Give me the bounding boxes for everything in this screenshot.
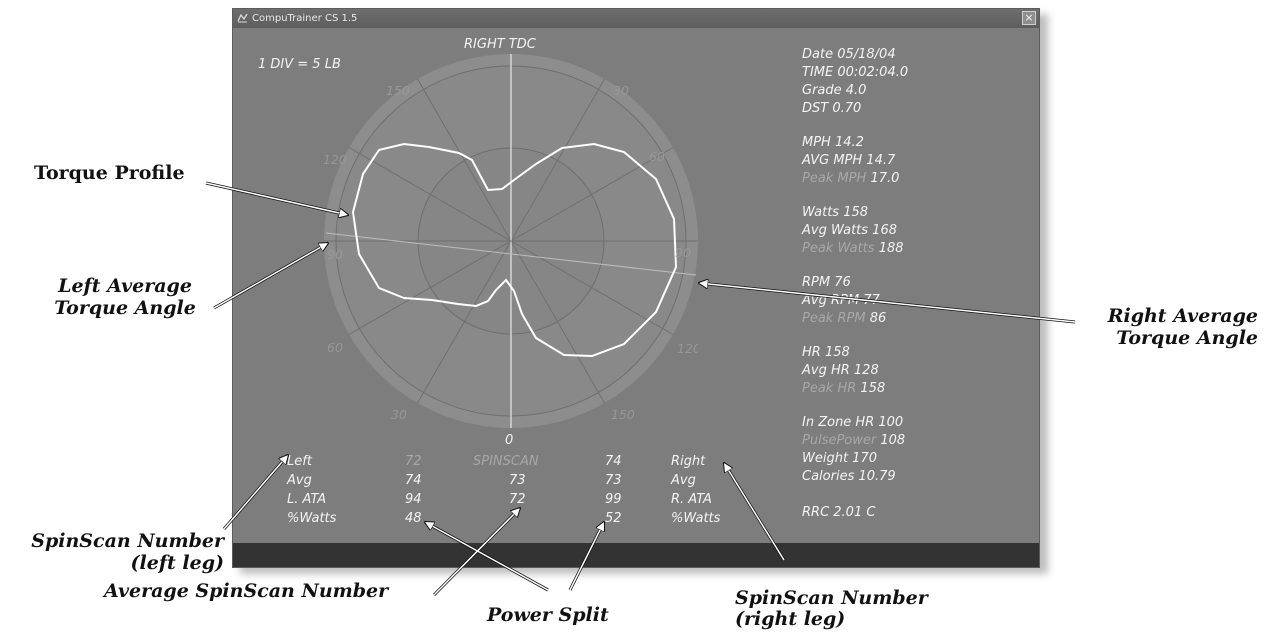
watts-left-label: %Watts [287,511,337,526]
peak-watts-label: Peak Watts [802,241,875,256]
weight-readout: Weight 170 [802,451,877,466]
callout-spinscan-left-line2: (left leg) [130,552,224,574]
callout-torque-profile: Torque Profile [34,162,185,184]
callout-left-ata-line1: Left Average [58,275,192,297]
peak-rpm-value: 86 [869,311,887,326]
peak-mph-readout: Peak MPH 17.0 [802,171,899,186]
in-zone-hr-readout: In Zone HR 100 [802,415,904,430]
peak-hr-label: Peak HR [802,381,857,396]
average-torque-angle-line [325,232,697,276]
date-readout: Date 05/18/04 [802,47,896,62]
callout-right-ata: Right Average Torque Angle [1078,305,1258,349]
tick-left-60: 60 [327,340,343,355]
close-icon[interactable]: × [1022,11,1036,25]
avg-left-label: Avg [287,473,312,488]
grade-readout: Grade 4.0 [802,83,867,98]
avg-right-value: 73 [605,473,622,488]
avg-left-value: 74 [405,473,422,488]
ata-right-label: R. ATA [671,492,712,507]
peak-hr-readout: Peak HR 158 [802,381,885,396]
peak-hr-value: 158 [860,381,886,396]
watts-right-value: 52 [605,511,622,526]
spinscan-left-label: Left [287,454,312,469]
pulsepower-value: 108 [880,433,906,448]
avg-mph-readout: AVG MPH 14.7 [802,153,896,168]
peak-watts-readout: Peak Watts 188 [802,241,904,256]
torque-profile-curve [351,142,678,358]
tick-left-120: 120 [324,152,347,167]
avg-watts-readout: Avg Watts 168 [802,223,897,238]
pulsepower-readout: PulsePower 108 [802,433,905,448]
ata-left-label: L. ATA [287,492,327,507]
bottom-angle-label: 0 [505,433,514,448]
distance-readout: DST 0.70 [802,101,862,116]
window-title: CompuTrainer CS 1.5 [252,13,358,24]
mph-readout: MPH 14.2 [802,135,864,150]
spinscan-left-value: 72 [405,454,422,469]
time-readout: TIME 00:02:04.0 [802,65,909,80]
avg-right-label: Avg [671,473,696,488]
tick-left-90: 90 [327,247,343,262]
tick-right-150: 150 [611,407,635,422]
title-bar[interactable]: CompuTrainer CS 1.5 × [233,9,1039,28]
rpm-readout: RPM 76 [802,275,851,290]
spinscan-right-value: 74 [605,454,622,469]
ata-center-value: 72 [509,492,526,507]
tick-right-60: 60 [649,149,665,164]
callout-power-split: Power Split [487,604,609,626]
tick-left-30: 30 [391,407,407,422]
hr-readout: HR 158 [802,345,850,360]
tick-left-150: 150 [386,83,410,98]
callout-spinscan-left: SpinScan Number (left leg) [8,530,224,574]
callout-spinscan-right-line1: SpinScan Number [735,587,928,609]
ata-right-value: 99 [605,492,622,507]
peak-mph-label: Peak MPH [802,171,867,186]
ata-left-value: 94 [405,492,422,507]
avg-hr-readout: Avg HR 128 [802,363,879,378]
tick-right-30: 30 [613,83,629,98]
calories-readout: Calories 10.79 [802,469,896,484]
callout-right-ata-line2: Torque Angle [1116,327,1258,349]
callout-spinscan-left-line1: SpinScan Number [31,530,224,552]
watts-readout: Watts 158 [802,205,869,220]
tick-right-90: 90 [675,245,691,260]
pulsepower-label: PulsePower [802,433,877,448]
spinscan-header: SPINSCAN [473,454,539,469]
peak-rpm-readout: Peak RPM 86 [802,311,886,326]
scale-label: 1 DIV = 5 LB [258,57,341,72]
callout-spinscan-right: SpinScan Number (right leg) [735,588,928,630]
callout-avg-spinscan: Average SpinScan Number [104,580,389,602]
callout-spinscan-right-line2: (right leg) [735,608,846,630]
callout-left-ata-line2: Torque Angle [54,297,196,319]
watts-left-value: 48 [405,511,422,526]
status-bar [233,543,1039,567]
rrc-readout: RRC 2.01 C [802,505,876,520]
polar-plot: 30 60 90 120 150 150 120 90 60 30 [324,54,698,428]
peak-mph-value: 17.0 [870,171,900,186]
peak-watts-value: 188 [878,241,904,256]
spinscan-right-label: Right [671,454,706,469]
peak-rpm-label: Peak RPM [802,311,866,326]
callout-left-ata: Left Average Torque Angle [50,275,200,319]
app-icon [237,13,248,23]
avg-center-value: 73 [509,473,526,488]
watts-right-label: %Watts [671,511,721,526]
callout-right-ata-line1: Right Average [1107,305,1258,327]
tdc-label: RIGHT TDC [464,37,536,52]
tick-right-120: 120 [677,341,698,356]
